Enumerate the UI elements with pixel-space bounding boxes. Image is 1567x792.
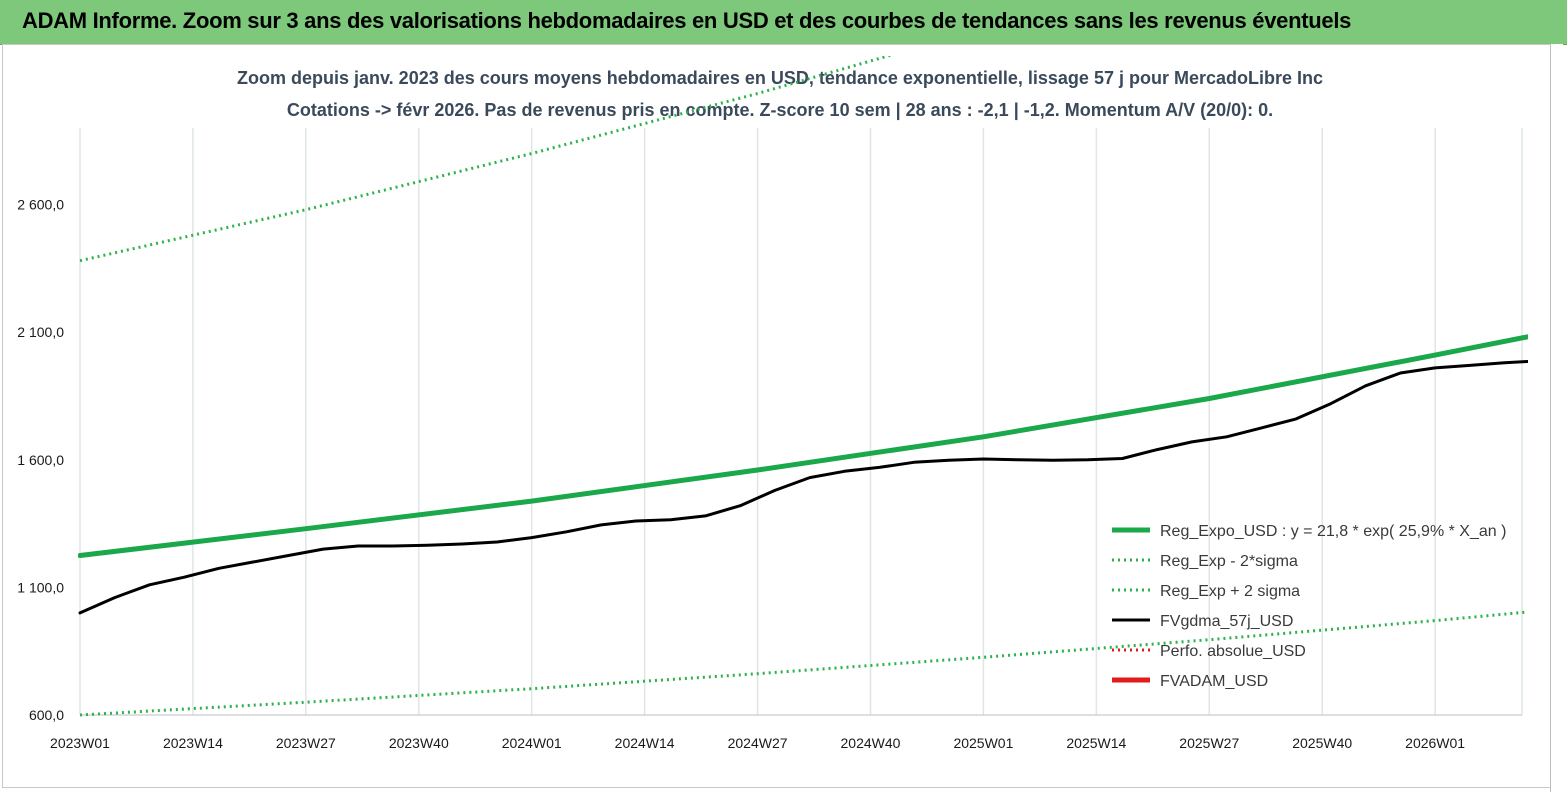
y-tick-label: 2 100,0 xyxy=(17,324,64,340)
y-tick-label: 600,0 xyxy=(29,707,64,723)
series-line-3 xyxy=(78,359,1528,615)
x-tick-label: 2023W40 xyxy=(389,735,449,751)
x-tick-label: 2024W27 xyxy=(728,735,788,751)
y-tick-label: 2 600,0 xyxy=(17,197,64,213)
x-tick-label: 2025W27 xyxy=(1179,735,1239,751)
y-tick-label: 1 600,0 xyxy=(17,452,64,468)
x-tick-label: 2023W14 xyxy=(163,735,223,751)
x-tick-label: 2025W14 xyxy=(1066,735,1126,751)
x-tick-label: 2025W40 xyxy=(1292,735,1352,751)
banner-title: ADAM Informe. Zoom sur 3 ans des valoris… xyxy=(22,8,1352,33)
legend-item-label: Reg_Exp - 2*sigma xyxy=(1160,553,1298,570)
x-tick-label: 2023W01 xyxy=(50,735,110,751)
chart-title: Zoom depuis janv. 2023 des cours moyens … xyxy=(237,68,1323,88)
legend-item-label: Reg_Exp + 2 sigma xyxy=(1160,583,1300,600)
x-tick-label: 2025W01 xyxy=(953,735,1013,751)
x-tick-label: 2024W40 xyxy=(841,735,901,751)
legend-item-label: FVgdma_57j_USD xyxy=(1160,613,1293,630)
banner: ADAM Informe. Zoom sur 3 ans des valoris… xyxy=(0,0,1567,45)
chart-subtitle: Cotations -> févr 2026. Pas de revenus p… xyxy=(287,100,1273,120)
legend-item-label: Reg_Expo_USD : y = 21,8 * exp( 25,9% * X… xyxy=(1160,523,1506,540)
legend-item-label: FVADAM_USD xyxy=(1160,673,1268,690)
x-tick-label: 2026W01 xyxy=(1405,735,1465,751)
x-tick-label: 2024W14 xyxy=(615,735,675,751)
right-edge-strip xyxy=(1550,44,1563,792)
legend-item-label: Perfo. absolue_USD xyxy=(1160,643,1306,660)
series-line-2 xyxy=(79,56,894,263)
y-tick-label: 1 100,0 xyxy=(17,579,64,595)
x-tick-label: 2023W27 xyxy=(276,735,336,751)
x-tick-label: 2024W01 xyxy=(502,735,562,751)
